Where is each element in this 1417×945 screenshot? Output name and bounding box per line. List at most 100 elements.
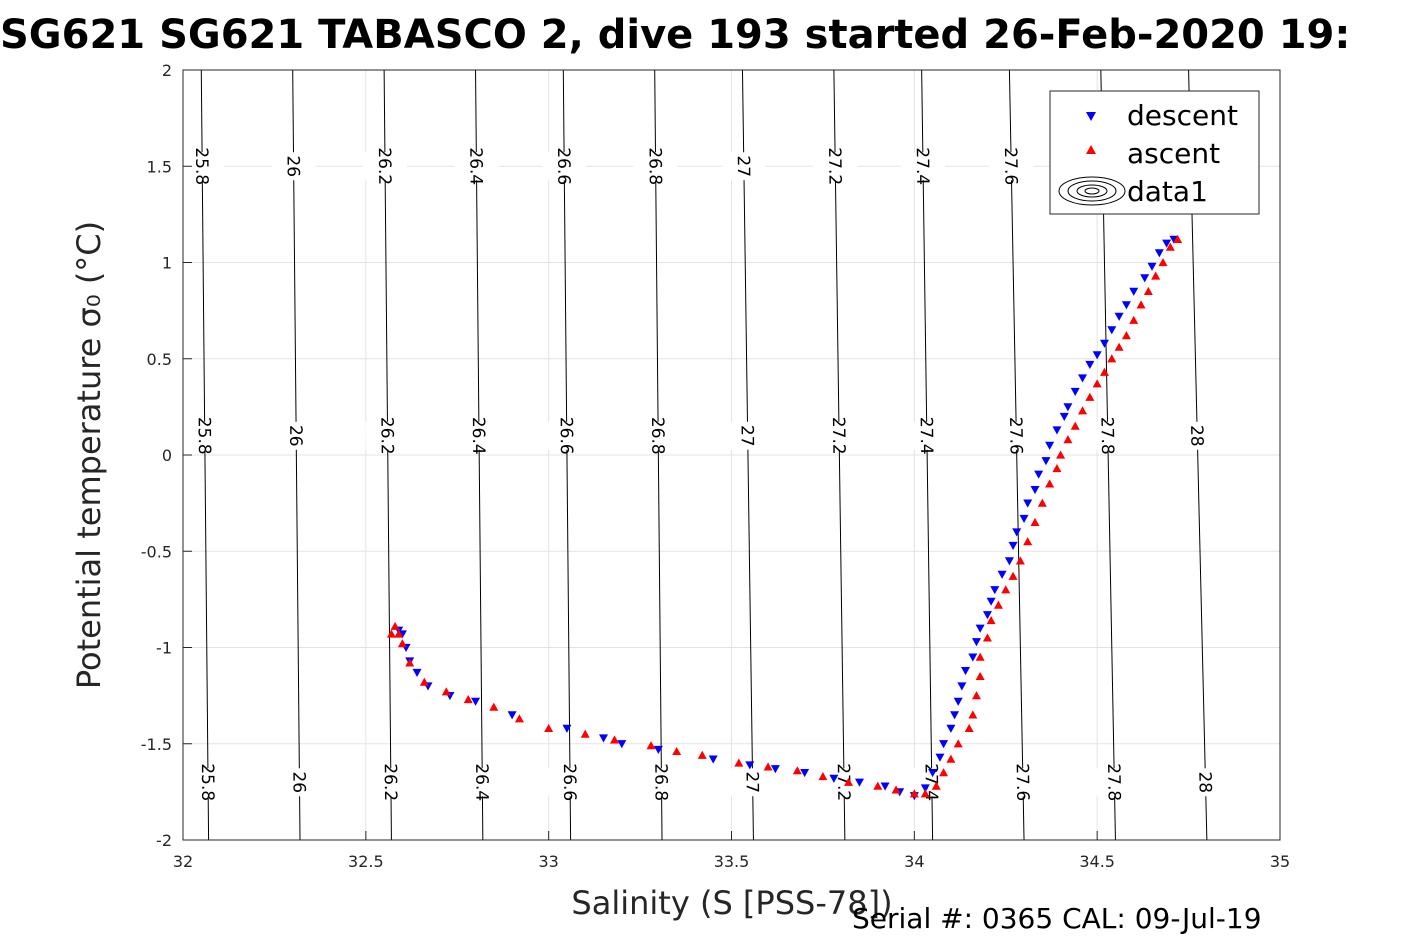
contour-label-bg: [362, 152, 408, 181]
y-tick-label: -2: [156, 831, 172, 850]
descent-point: [562, 724, 572, 733]
descent-point: [971, 638, 981, 647]
ascent-point: [394, 629, 404, 638]
ascent-point: [971, 691, 981, 700]
contour-label-bg: [1085, 421, 1131, 451]
descent-point: [1107, 326, 1117, 335]
descent-point: [975, 624, 985, 633]
contour-label-bg: [183, 152, 225, 181]
contour-label-bg: [544, 421, 589, 450]
ascent-point: [1151, 271, 1161, 280]
ascent-point: [920, 789, 930, 798]
contour-label-bg: [368, 768, 414, 797]
isopycnal-label: 25.8: [194, 417, 214, 455]
legend-contour-icon: [1058, 176, 1126, 206]
descent-point: [928, 769, 938, 778]
ascent-point: [844, 777, 854, 786]
isopycnal-label: 26.2: [374, 147, 394, 185]
descent-point: [1023, 499, 1033, 508]
isopycnal-label: 27.4: [916, 417, 937, 455]
chart-title: SG621 SG621 TABASCO 2, dive 193 started …: [0, 12, 1350, 58]
contour-label-bg: [730, 767, 775, 797]
descent-point: [935, 753, 945, 762]
ascent-point: [953, 739, 963, 748]
contour-label-bg: [725, 421, 770, 451]
ascent-point: [1114, 342, 1124, 351]
series-ascent: [386, 234, 1183, 798]
descent-point: [1059, 412, 1069, 421]
isopycnal-label: 26.6: [553, 147, 573, 185]
ascent-point: [1030, 517, 1040, 526]
ascent-point: [968, 710, 978, 719]
isopycnal-line: [921, 70, 934, 840]
ascent-point: [873, 781, 883, 790]
isopycnal-label: 27.6: [1000, 147, 1021, 185]
y-axis-label: Potential temperature σ₀ (°C): [70, 221, 108, 689]
ascent-point: [1129, 315, 1139, 324]
contour-label-bg: [454, 152, 499, 181]
contour-label-bg: [1183, 767, 1228, 797]
descent-point: [1121, 301, 1131, 310]
contour-label-bg: [271, 152, 316, 181]
ascent-point: [544, 723, 554, 732]
ascent-point: [1045, 479, 1055, 488]
isopycnal-label: 26.8: [644, 147, 664, 185]
contour-label-bg: [721, 151, 767, 181]
ascent-point: [1063, 435, 1073, 444]
x-tick-label: 34: [904, 852, 924, 871]
descent-point: [968, 653, 978, 662]
contour-label-bg: [904, 421, 950, 451]
descent-point: [1034, 470, 1044, 479]
ascent-point: [1121, 331, 1131, 340]
isopycnal-line: [292, 70, 301, 840]
contour-label-bg: [460, 768, 505, 797]
isopycnal-label: 26: [288, 771, 308, 793]
y-tick-label: 1.5: [147, 157, 172, 176]
descent-point: [1078, 374, 1088, 383]
ascent-point: [1056, 450, 1066, 459]
ascent-point: [939, 768, 949, 777]
contour-label-bg: [185, 768, 231, 797]
isopycnal-line: [833, 70, 846, 840]
descent-point: [1063, 403, 1073, 412]
x-tick-label: 35: [1270, 852, 1290, 871]
ascent-point: [1107, 354, 1117, 363]
ascent-point: [441, 687, 451, 696]
ascent-point: [975, 671, 985, 680]
isopycnal-label: 27: [737, 425, 757, 447]
ascent-point: [946, 754, 956, 763]
ascent-point: [386, 629, 396, 638]
descent-point: [507, 711, 517, 720]
ascent-point: [1078, 406, 1088, 415]
data-points: [386, 234, 1183, 801]
isopycnal-label: 27.2: [833, 763, 854, 801]
y-tick-label: 0: [162, 446, 172, 465]
descent-point: [412, 668, 422, 678]
y-axis-ticks: 2 1.5 1 0.5 0 -0.5 -1 -1.5 -2: [141, 61, 192, 850]
descent-point: [708, 755, 718, 764]
ascent-point: [1037, 498, 1047, 507]
descent-point: [961, 667, 971, 676]
isopycnal-label: 25.8: [191, 147, 211, 185]
isopycnal-line: [475, 70, 484, 840]
legend-box: [1049, 90, 1260, 215]
descent-point: [1030, 486, 1040, 495]
descent-point: [946, 724, 956, 733]
x-tick-label: 34.5: [1079, 852, 1115, 871]
descent-point: [1041, 457, 1051, 466]
isopycnal-label: 26.8: [647, 417, 667, 455]
isopycnal-label: 28: [1194, 771, 1215, 793]
x-tick-label: 33.5: [714, 852, 750, 871]
x-tick-label: 32: [173, 852, 193, 871]
ascent-point: [1023, 537, 1033, 546]
contour-label-bg: [1092, 767, 1137, 797]
ascent-point: [646, 741, 656, 750]
ascent-point: [734, 758, 744, 767]
y-tick-label: 2: [162, 61, 172, 80]
ascent-point: [1143, 286, 1153, 295]
legend-data1-label: data1: [1127, 175, 1208, 208]
descent-point: [920, 784, 930, 793]
descent-point: [953, 697, 963, 706]
x-axis-label: Salinity (S [PSS-78]): [571, 884, 892, 922]
isopycnal-label: 27: [733, 155, 753, 177]
